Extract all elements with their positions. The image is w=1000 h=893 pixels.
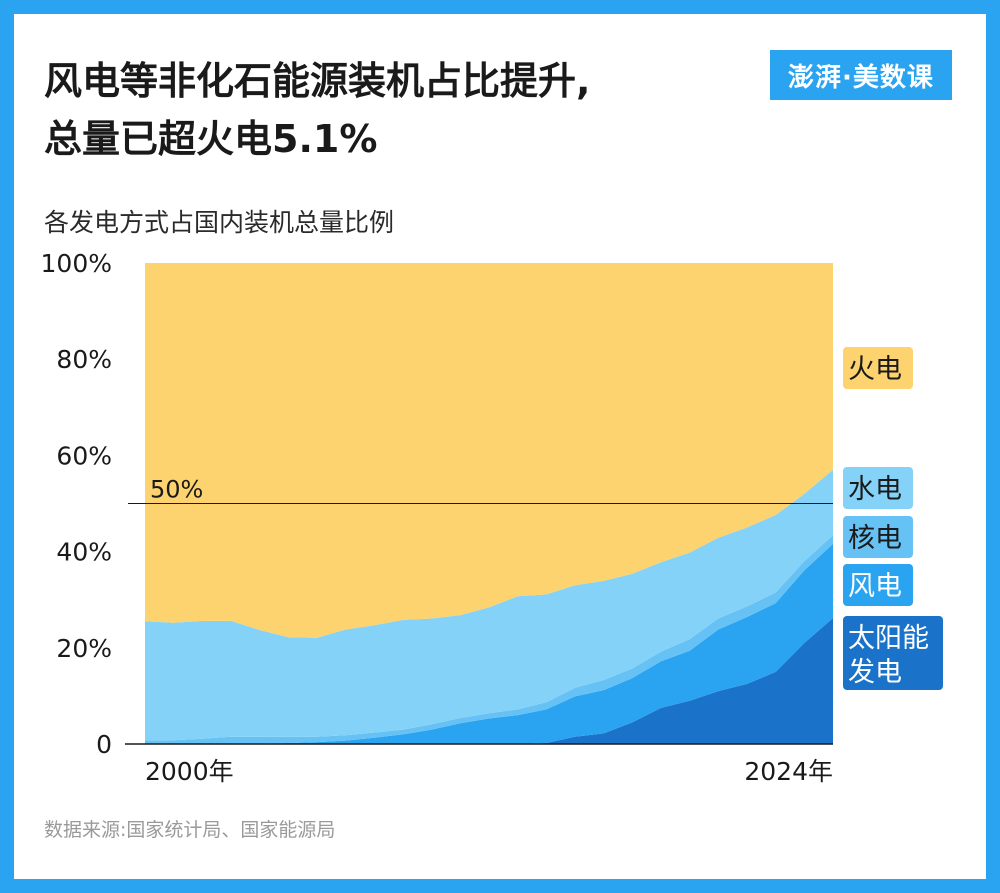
chart-title-line1: 风电等非化石能源装机占比提升, [44, 59, 591, 103]
area-series-3 [145, 469, 833, 741]
y-tick-label: 80% [56, 345, 112, 374]
legend-item-1: 风电 [843, 564, 913, 606]
legend-label: 风电 [848, 571, 902, 602]
area-series-2 [145, 535, 833, 744]
chart-title: 风电等非化石能源装机占比提升, 总量已超火电5.1% [44, 52, 744, 168]
legend-label: 火电 [848, 354, 902, 385]
legend-swatch [843, 616, 943, 690]
legend-label: 水电 [848, 474, 902, 505]
y-tick-label: 0 [96, 730, 112, 759]
data-source-note: 数据来源:国家统计局、国家能源局 [44, 819, 336, 841]
legend-item-4: 火电 [843, 347, 913, 389]
publisher-logo: 澎湃·美数课 [770, 50, 952, 100]
y-tick-label: 40% [56, 538, 112, 567]
legend-label: 发电 [848, 657, 902, 688]
publisher-logo-text: 澎湃·美数课 [788, 62, 934, 93]
legend-swatch [843, 347, 913, 389]
area-series-0 [145, 618, 833, 744]
x-tick-label: 2024年 [744, 757, 833, 786]
legend-label: 核电 [848, 523, 902, 554]
y-tick-label: 60% [56, 441, 112, 470]
legend-swatch [843, 467, 913, 509]
legend-item-2: 核电 [843, 516, 913, 558]
legend-item-3: 水电 [843, 467, 913, 509]
y-tick-label: 100% [41, 249, 112, 278]
area-series-1 [145, 543, 833, 744]
x-tick-label: 2000年 [145, 757, 234, 786]
legend-swatch [843, 516, 913, 558]
reference-line-label: 50% [150, 476, 203, 504]
legend-swatch [843, 564, 913, 606]
y-tick-label: 20% [56, 634, 112, 663]
area-series-4 [145, 263, 833, 638]
legend-label: 太阳能 [848, 623, 929, 654]
chart-title-line2: 总量已超火电5.1% [44, 117, 378, 161]
chart-subtitle: 各发电方式占国内装机总量比例 [44, 208, 395, 237]
